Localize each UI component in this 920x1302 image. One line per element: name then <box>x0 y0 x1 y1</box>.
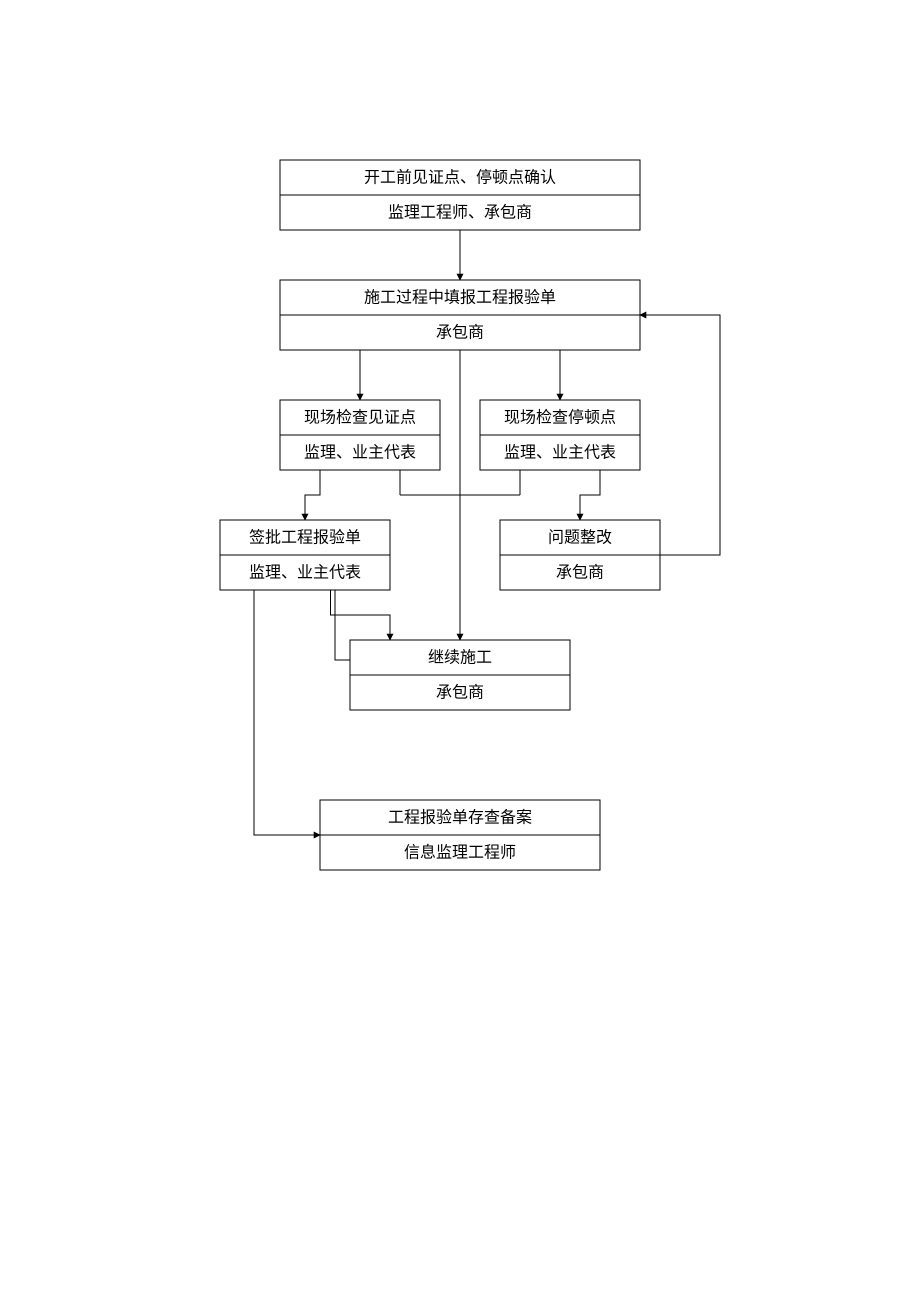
node-subtitle-n6: 承包商 <box>556 564 604 582</box>
node-title-n1: 开工前见证点、停顿点确认 <box>364 169 556 187</box>
node-subtitle-n2: 承包商 <box>436 324 484 342</box>
node-subtitle-n4: 监理、业主代表 <box>504 444 616 462</box>
node-subtitle-n8: 信息监理工程师 <box>404 844 516 862</box>
node-subtitle-n7: 承包商 <box>436 684 484 702</box>
node-title-n6: 问题整改 <box>548 529 612 547</box>
node-subtitle-n3: 监理、业主代表 <box>304 444 416 462</box>
node-title-n4: 现场检查停顿点 <box>504 409 616 427</box>
node-subtitle-n5: 监理、业主代表 <box>249 564 361 582</box>
node-title-n8: 工程报验单存查备案 <box>388 809 532 827</box>
node-title-n2: 施工过程中填报工程报验单 <box>364 289 556 307</box>
node-title-n3: 现场检查见证点 <box>304 409 416 427</box>
node-title-n5: 签批工程报验单 <box>249 529 361 547</box>
node-subtitle-n1: 监理工程师、承包商 <box>388 204 532 222</box>
node-title-n7: 继续施工 <box>428 649 492 667</box>
